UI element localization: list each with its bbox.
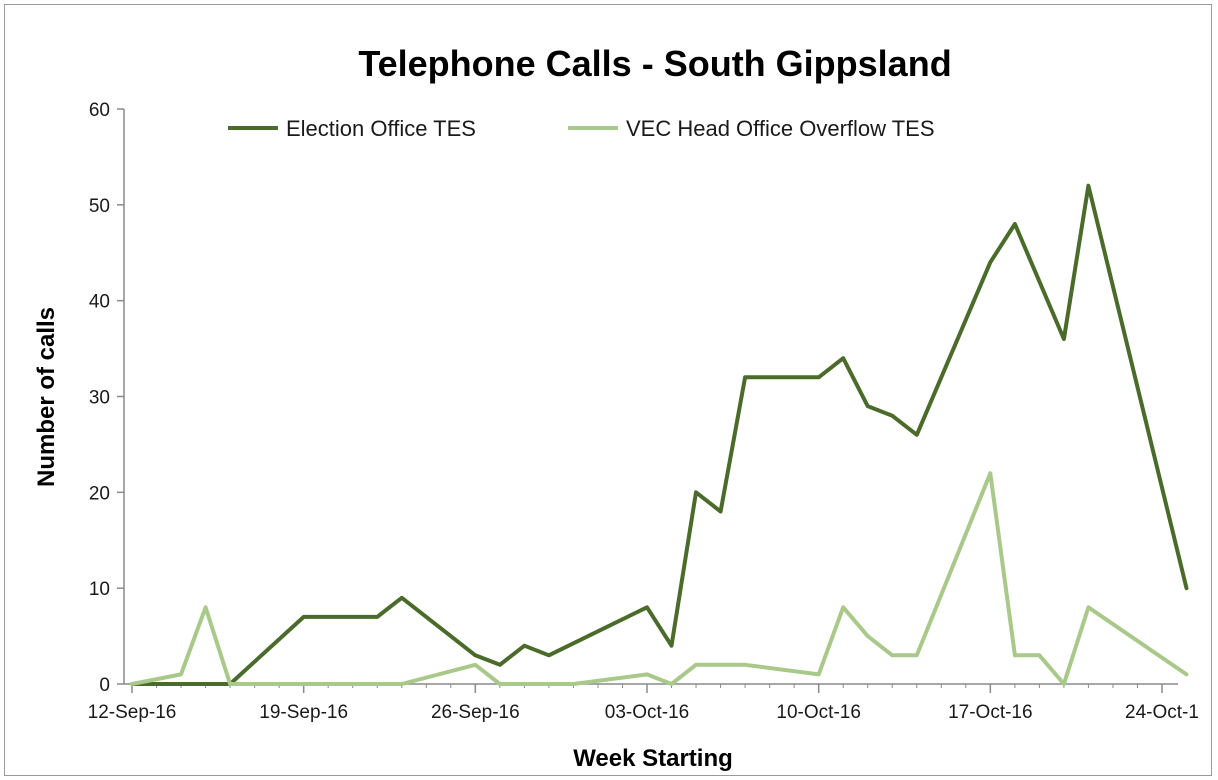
y-tick-label: 20 <box>89 483 110 504</box>
x-tick-label: 10-Oct-16 <box>776 702 860 723</box>
legend: Election Office TES VEC Head Office Over… <box>228 116 935 141</box>
x-tick-label: 24-Oct-1 <box>1125 702 1199 723</box>
y-tick-label: 60 <box>89 100 110 121</box>
y-tick-label: 30 <box>89 388 110 409</box>
legend-label-vec-head-office: VEC Head Office Overflow TES <box>626 116 935 141</box>
y-axis-label: Number of calls <box>33 307 60 487</box>
y-tick-label: 40 <box>89 292 110 313</box>
series-layer <box>130 183 1189 686</box>
series-line-election-office <box>130 183 1189 686</box>
series-line-vec-head-office <box>130 471 1189 686</box>
x-axis-label: Week Starting <box>573 745 733 772</box>
y-tick-label: 50 <box>89 196 110 217</box>
y-tick-label: 0 <box>99 675 110 696</box>
x-tick-label: 19-Sep-16 <box>259 702 348 723</box>
chart-title: Telephone Calls - South Gippsland <box>358 43 951 84</box>
x-tick-label: 26-Sep-16 <box>431 702 520 723</box>
x-tick-label: 12-Sep-16 <box>88 702 177 723</box>
legend-label-election-office: Election Office TES <box>286 116 476 141</box>
x-tick-label: 03-Oct-16 <box>605 702 689 723</box>
chart-frame <box>4 4 1212 776</box>
x-axis: 12-Sep-16 19-Sep-16 26-Sep-16 03-Oct-16 10-O… <box>88 683 1199 723</box>
y-axis: 0 10 20 30 40 50 60 <box>89 100 125 696</box>
x-tick-label: 17-Oct-16 <box>948 702 1032 723</box>
y-tick-label: 10 <box>89 579 110 600</box>
